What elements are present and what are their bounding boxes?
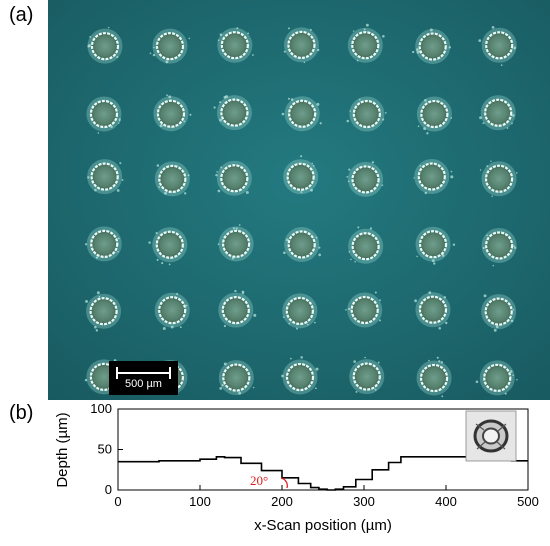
hole: [479, 160, 518, 197]
substrate-background: [48, 0, 550, 400]
y-axis-title: Depth (µm): [54, 412, 71, 487]
hole: [475, 360, 518, 396]
hole: [282, 293, 318, 330]
hole: [217, 27, 254, 63]
inset-hole-image: [465, 410, 517, 462]
scale-bar-line: [116, 367, 171, 379]
hole: [154, 292, 190, 331]
hole: [346, 96, 387, 132]
x-axis-title: x-Scan position (µm): [254, 517, 392, 534]
angle-arc: [280, 477, 288, 489]
hole: [148, 227, 188, 266]
hole: [481, 227, 517, 267]
hole: [215, 160, 252, 196]
hole: [154, 161, 190, 197]
panel-a-label: (a): [9, 4, 34, 26]
hole: [283, 155, 319, 195]
panel-b-label: (b): [9, 402, 34, 424]
x-tick-label: 400: [435, 494, 457, 509]
hole: [85, 291, 122, 332]
scale-bar: 500 µm: [109, 361, 178, 395]
x-tick-label: 100: [189, 494, 211, 509]
hole: [217, 224, 254, 262]
hole: [87, 159, 124, 195]
hole: [281, 96, 322, 132]
hole: [347, 23, 385, 63]
x-tick-label: 0: [114, 494, 121, 509]
depth-profile-line: [118, 456, 528, 491]
hole: [213, 95, 252, 131]
hole: [218, 289, 257, 328]
y-tick-label: 0: [105, 482, 112, 497]
x-tick-label: 300: [353, 494, 375, 509]
hole: [345, 291, 383, 328]
depth-profile-chart: 0 100 200 300 400 500 0 50 100 20° x-Scan posit…: [54, 401, 539, 534]
hole: [348, 226, 384, 264]
hole: [87, 26, 123, 64]
hole: [283, 27, 320, 64]
hole: [412, 28, 451, 65]
hole: [415, 226, 456, 265]
x-tick-label: 500: [517, 494, 539, 509]
hole: [478, 25, 517, 66]
hole: [416, 356, 452, 398]
hole: [346, 161, 384, 197]
hole: [479, 95, 516, 131]
angle-annotation: 20°: [250, 473, 268, 488]
hole: [281, 356, 319, 395]
scale-bar-label: 500 µm: [125, 378, 162, 390]
hole: [416, 96, 453, 135]
hole: [84, 226, 122, 262]
hole: [86, 96, 122, 134]
hole: [149, 28, 191, 64]
hole: [414, 291, 451, 330]
hole: [153, 94, 192, 132]
micrograph-image: [48, 0, 550, 400]
hole: [481, 294, 517, 332]
y-tick-label: 100: [90, 401, 112, 416]
y-tick-label: 50: [98, 442, 112, 457]
hole: [218, 360, 255, 396]
x-tick-label: 200: [271, 494, 293, 509]
hole: [349, 356, 385, 395]
hole: [283, 226, 322, 262]
hole: [413, 159, 454, 195]
